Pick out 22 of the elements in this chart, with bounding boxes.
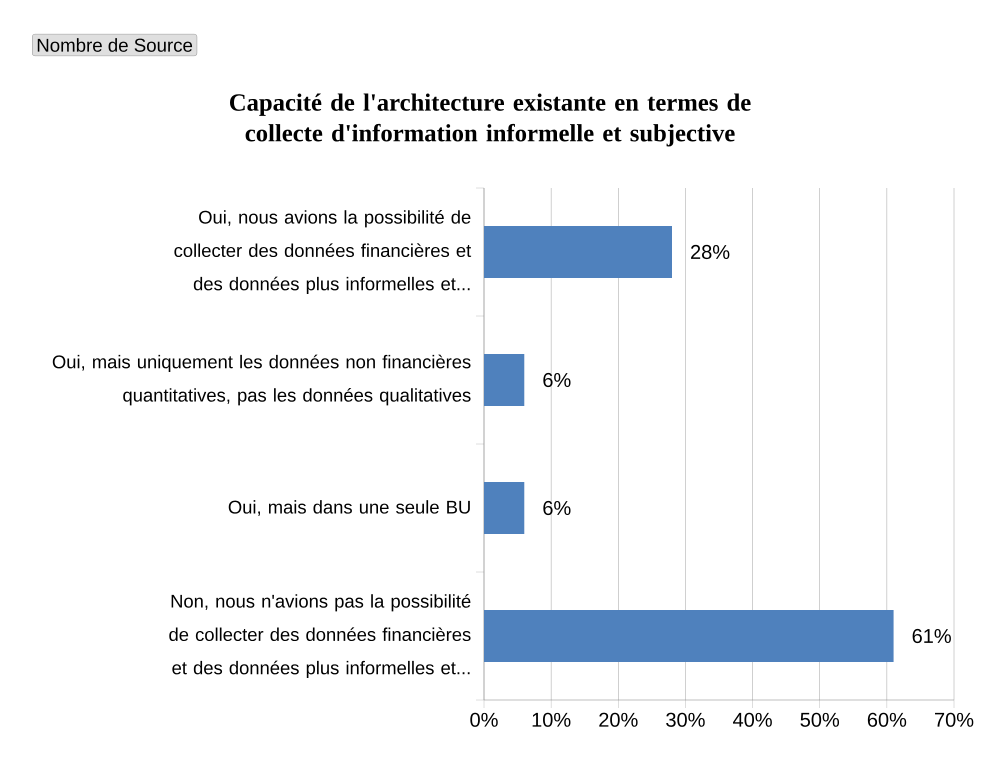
data-label: 61% — [912, 628, 951, 644]
x-tick-label: 60% — [868, 712, 906, 727]
x-tick-label: 20% — [599, 712, 638, 727]
y-tick-label: Oui, nous avions la possibilité de collecter des données financières et des données plus informelles et... — [174, 210, 472, 294]
text: Nombre de Source — [38, 38, 192, 52]
bar — [484, 226, 672, 278]
x-tick-label: 30% — [666, 712, 705, 727]
data-label: 6% — [543, 372, 571, 388]
x-tick-label: 70% — [935, 712, 974, 727]
data-label: 6% — [543, 500, 571, 516]
y-tick-label: Oui, mais dans une seule BU — [228, 500, 470, 516]
x-tick-label: 10% — [532, 712, 570, 727]
x-tick-label: 40% — [733, 712, 772, 727]
bar — [484, 482, 524, 534]
data-label: 28% — [691, 244, 730, 260]
bar — [484, 610, 894, 662]
chart-title: Capacité de l'architecture existante en termes de collecte d'information informelle et subjective — [230, 93, 751, 147]
x-tick-label: 50% — [800, 712, 840, 727]
y-tick-label: Oui, mais uniquement les données non financières quantitatives, pas les données qualitatives — [52, 354, 471, 406]
bar — [484, 354, 524, 406]
y-tick-label: Non, nous n'avions pas la possibilité de collecter des données financières et des données plus informelles et... — [169, 594, 471, 678]
x-tick-label: 0% — [470, 712, 498, 727]
